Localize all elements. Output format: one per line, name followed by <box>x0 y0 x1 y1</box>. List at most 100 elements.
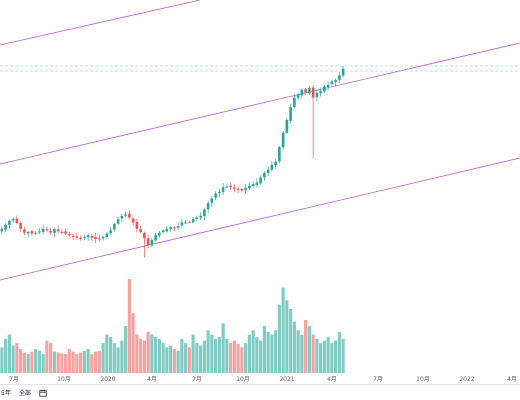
candle <box>113 223 116 232</box>
volume-bar <box>262 326 266 373</box>
volume-bar <box>56 352 60 373</box>
candle <box>4 223 7 232</box>
volume-bar <box>101 343 105 373</box>
time-axis: 7月 10月 2020 4月 7月 10月 2021 4月 7月 10月 2022 4月 <box>9 376 517 383</box>
candle-body <box>113 224 116 230</box>
volume-bar <box>334 340 338 373</box>
candle-body <box>311 87 315 98</box>
candle <box>75 232 79 240</box>
candle-body <box>173 227 176 229</box>
price-chart[interactable]: 7月 10月 2020 4月 7月 10月 2021 4月 7月 10月 2022 4月 <box>0 0 520 384</box>
candle-body <box>68 234 71 236</box>
candle <box>71 233 75 240</box>
calendar-icon[interactable] <box>39 389 47 397</box>
candle <box>131 217 135 226</box>
volume-bar <box>19 349 23 373</box>
volume-bar <box>127 279 131 373</box>
candle <box>45 226 49 233</box>
candle-body <box>296 94 300 98</box>
volume-bar <box>161 343 165 373</box>
candle <box>86 233 90 241</box>
candle-body <box>124 214 127 216</box>
candle-body <box>218 192 221 194</box>
candle-body <box>75 236 79 238</box>
candle <box>203 208 206 220</box>
candle-body <box>49 231 52 233</box>
volume-bar <box>4 338 8 373</box>
volume-bar <box>300 334 304 373</box>
x-tick-label: 7月 <box>9 376 19 383</box>
candle <box>214 191 217 201</box>
range-all-button[interactable]: 全部 <box>18 390 31 397</box>
candle <box>23 226 26 236</box>
candle-body <box>195 217 199 220</box>
candle-body <box>236 188 240 190</box>
candle <box>341 65 345 78</box>
range-5y-button[interactable]: 5年 <box>1 390 11 397</box>
volume-bar <box>270 334 274 373</box>
volume-bar <box>296 330 300 373</box>
volume-bar <box>15 343 19 373</box>
candle-body <box>206 203 210 210</box>
candle-body <box>56 229 60 232</box>
candle <box>285 117 289 134</box>
volume-bar <box>135 334 139 373</box>
candle-body <box>338 75 341 80</box>
candle <box>49 227 52 235</box>
channel-line-3 <box>0 157 520 281</box>
volume-bar <box>142 340 146 373</box>
candle-body <box>323 86 326 92</box>
candle <box>191 217 195 224</box>
candle-body <box>135 222 139 229</box>
candle-body <box>240 189 244 191</box>
volume-bar <box>244 343 248 373</box>
candle-body <box>233 187 236 189</box>
candle <box>263 171 266 181</box>
volume-bar <box>60 353 64 373</box>
candle <box>135 218 139 233</box>
candle <box>128 210 131 220</box>
candle <box>308 85 311 95</box>
x-tick-label: 7月 <box>373 376 383 383</box>
x-tick-label: 10月 <box>236 376 250 383</box>
volume-bar <box>187 347 191 373</box>
candle-body <box>326 84 330 88</box>
volume-bar <box>124 326 128 373</box>
candle-body <box>278 147 281 162</box>
volume-bars <box>0 279 345 373</box>
volume-bar <box>34 349 38 373</box>
candle <box>109 227 112 236</box>
volume-bar <box>311 334 315 373</box>
candle <box>176 222 180 230</box>
candle-body <box>289 107 292 121</box>
candle <box>90 234 94 242</box>
candle-body <box>203 209 206 217</box>
volume-bar <box>75 354 79 373</box>
candle <box>0 226 4 235</box>
volume-bar <box>112 343 116 373</box>
candle <box>8 219 11 229</box>
candle-body <box>180 222 184 226</box>
candle <box>236 186 240 194</box>
x-tick-label: 2020 <box>100 376 115 383</box>
candle-body <box>315 92 319 98</box>
candle-body <box>30 231 34 234</box>
volume-bar <box>289 308 293 373</box>
candle-body <box>41 228 45 232</box>
volume-bar <box>67 349 71 373</box>
candle <box>11 216 15 223</box>
candle-body <box>116 219 120 224</box>
volume-bar <box>79 352 83 373</box>
volume-bar <box>274 330 278 373</box>
channel-line-2 <box>0 42 520 165</box>
volume-bar <box>307 326 311 373</box>
candle <box>143 231 146 258</box>
candle <box>173 226 176 232</box>
volume-bar <box>315 338 319 373</box>
candle <box>188 220 191 223</box>
candle <box>15 215 19 225</box>
candle-body <box>19 223 22 229</box>
candle-body <box>274 161 277 166</box>
candle-body <box>11 219 15 221</box>
candle <box>255 178 259 188</box>
